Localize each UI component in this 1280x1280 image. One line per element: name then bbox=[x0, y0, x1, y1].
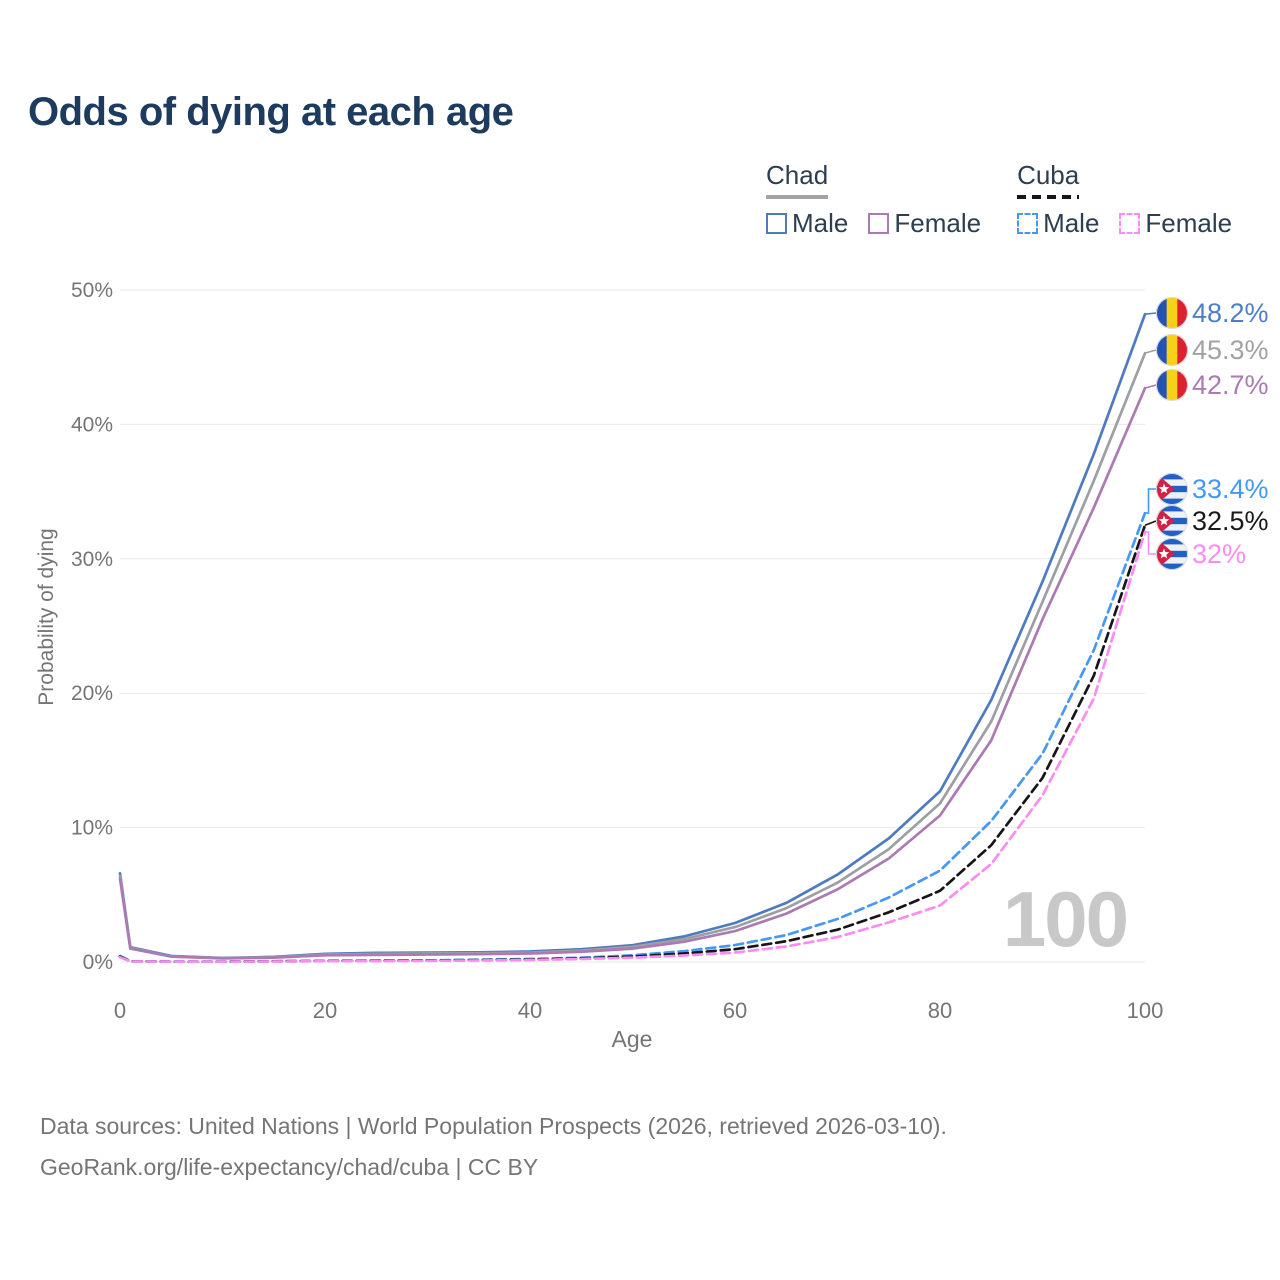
chad-yellow-stripe bbox=[1166, 297, 1178, 329]
legend-swatch-chad-female bbox=[868, 213, 890, 234]
label-connector bbox=[1145, 531, 1156, 555]
legend-country-cuba-label: Cuba bbox=[1017, 160, 1080, 190]
cuba-flag-icon bbox=[1156, 505, 1188, 537]
chad-flag-icon bbox=[1156, 369, 1188, 401]
cuba-stripe bbox=[1156, 530, 1188, 537]
cuba-star bbox=[1158, 548, 1170, 559]
legend-label-chad-female: Female bbox=[894, 208, 982, 238]
chad-red-stripe bbox=[1177, 369, 1188, 401]
label-connector bbox=[1144, 349, 1157, 354]
footer: Data sources: United Nations | World Pop… bbox=[40, 1106, 947, 1188]
x-tick-label: 80 bbox=[928, 998, 952, 1023]
legend-underline-solid bbox=[766, 195, 829, 199]
legend-group-chad: Chad Male Female bbox=[766, 160, 981, 239]
legend-country-chad[interactable]: Chad bbox=[766, 160, 829, 199]
series-line bbox=[118, 312, 1147, 960]
legend-swatch-cuba-female bbox=[1119, 213, 1141, 234]
label-connector bbox=[1144, 520, 1157, 526]
end-value-label: 32.5% bbox=[1192, 506, 1269, 536]
cuba-stripe bbox=[1156, 538, 1188, 545]
chad-red-stripe bbox=[1177, 297, 1188, 329]
x-axis-title: Age bbox=[611, 1026, 653, 1052]
end-value-label: 32% bbox=[1192, 539, 1246, 569]
flag-rim bbox=[1156, 334, 1188, 366]
y-tick-label: 40% bbox=[71, 413, 113, 436]
cuba-stripe bbox=[1156, 473, 1188, 480]
legend: Chad Male Female Cuba Male bbox=[766, 160, 1232, 239]
legend-item-cuba-male[interactable]: Male bbox=[1017, 208, 1099, 239]
series-line bbox=[118, 530, 1147, 964]
flag-rim bbox=[1156, 505, 1188, 537]
chad-yellow-stripe bbox=[1166, 369, 1178, 401]
legend-label-cuba-female: Female bbox=[1145, 208, 1233, 238]
legend-item-cuba-female[interactable]: Female bbox=[1119, 208, 1232, 239]
flag-rim bbox=[1156, 473, 1188, 505]
label-connector bbox=[1144, 312, 1157, 315]
chad-yellow-stripe bbox=[1166, 334, 1178, 366]
cuba-star bbox=[1158, 483, 1170, 494]
flag-rim bbox=[1156, 538, 1188, 570]
cuba-stripe bbox=[1156, 492, 1188, 499]
legend-country-chad-label: Chad bbox=[766, 160, 829, 190]
x-tick-label: 40 bbox=[518, 998, 542, 1023]
cuba-star bbox=[1158, 515, 1170, 526]
end-value-label: 45.3% bbox=[1192, 335, 1269, 365]
flag-rim bbox=[1156, 369, 1188, 401]
legend-underline-dashed bbox=[1017, 195, 1080, 199]
chad-flag-icon bbox=[1156, 297, 1188, 329]
chad-blue-stripe bbox=[1156, 369, 1168, 401]
chad-blue-stripe bbox=[1156, 334, 1168, 366]
y-tick-label: 50% bbox=[71, 279, 113, 302]
line-chart: 0% 10% 20% 30% 40% 50% 0 20 40 60 80 100 48.2% 45.3% 4… bbox=[71, 279, 1269, 1023]
legend-group-cuba: Cuba Male Female bbox=[1017, 160, 1232, 239]
series-line bbox=[118, 351, 1147, 960]
x-tick-label: 0 bbox=[114, 998, 126, 1023]
chad-blue-stripe bbox=[1156, 297, 1168, 329]
y-tick-label: 10% bbox=[71, 817, 113, 840]
age-counter-watermark: 100 bbox=[1002, 875, 1129, 963]
legend-swatch-cuba-male bbox=[1017, 213, 1039, 234]
cuba-stripe bbox=[1156, 557, 1188, 564]
x-tick-label: 60 bbox=[723, 998, 747, 1023]
cuba-stripe bbox=[1156, 563, 1188, 570]
cuba-stripe bbox=[1156, 479, 1188, 487]
legend-country-cuba[interactable]: Cuba bbox=[1017, 160, 1080, 199]
x-tick-label: 20 bbox=[313, 998, 337, 1023]
chad-flag-icon bbox=[1156, 334, 1188, 366]
end-value-label: 33.4% bbox=[1192, 474, 1269, 504]
end-value-label: 48.2% bbox=[1192, 298, 1269, 328]
footer-attribution: GeoRank.org/life-expectancy/chad/cuba | … bbox=[40, 1154, 539, 1180]
legend-label-cuba-male: Male bbox=[1043, 208, 1100, 238]
cuba-flag-icon bbox=[1156, 473, 1188, 505]
y-axis-title: Probability of dying bbox=[35, 528, 58, 706]
x-tick-label: 100 bbox=[1127, 998, 1164, 1023]
series-line bbox=[118, 523, 1147, 964]
cuba-stripe bbox=[1156, 524, 1188, 531]
cuba-stripe bbox=[1156, 511, 1188, 519]
y-tick-label: 20% bbox=[71, 682, 113, 705]
legend-swatch-chad-male bbox=[766, 213, 787, 234]
cuba-stripe bbox=[1156, 498, 1188, 505]
footer-data-sources: Data sources: United Nations | World Pop… bbox=[40, 1113, 947, 1139]
cuba-stripe bbox=[1156, 505, 1188, 512]
legend-item-chad-male[interactable]: Male bbox=[766, 208, 848, 239]
cuba-stripe bbox=[1156, 544, 1188, 552]
y-tick-label: 0% bbox=[83, 951, 113, 974]
label-connector bbox=[1144, 384, 1157, 389]
chart-title: Odds of dying at each age bbox=[28, 90, 514, 134]
series-line bbox=[118, 386, 1147, 960]
cuba-flag-icon bbox=[1156, 538, 1188, 570]
end-value-label: 42.7% bbox=[1192, 370, 1269, 400]
flag-rim bbox=[1156, 297, 1188, 329]
chad-red-stripe bbox=[1177, 334, 1188, 366]
y-tick-label: 30% bbox=[71, 548, 113, 571]
legend-label-chad-male: Male bbox=[792, 208, 849, 238]
label-connector bbox=[1145, 488, 1156, 514]
legend-item-chad-female[interactable]: Female bbox=[868, 208, 981, 239]
